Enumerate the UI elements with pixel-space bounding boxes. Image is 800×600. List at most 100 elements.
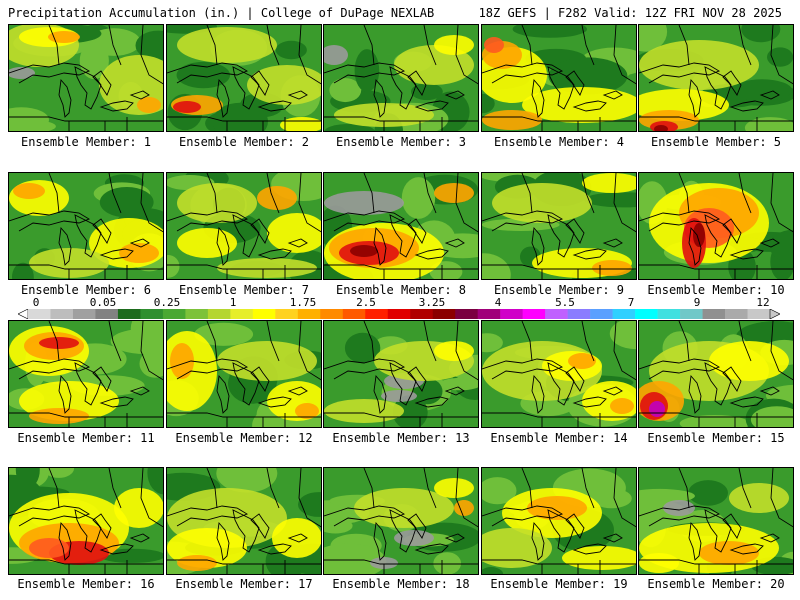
ensemble-map-panel — [323, 24, 479, 132]
geographic-boundary — [565, 218, 585, 244]
geographic-boundary — [68, 413, 128, 427]
ensemble-member-label: Ensemble Member: 10 — [647, 283, 785, 297]
precip-contour — [110, 328, 163, 355]
colorbar-swatch — [275, 309, 299, 319]
ensemble-member-label: Ensemble Member: 18 — [332, 577, 470, 591]
ensemble-map-panel — [8, 24, 164, 132]
geographic-boundary — [99, 100, 134, 112]
geographic-boundary — [531, 78, 545, 118]
geographic-boundary — [444, 386, 465, 396]
precip-contour — [43, 468, 74, 478]
geographic-boundary — [602, 386, 623, 396]
precip-contour — [411, 83, 443, 101]
geographic-boundary — [639, 412, 793, 418]
geographic-boundary — [167, 264, 321, 270]
geographic-boundary — [521, 468, 533, 509]
precip-contour — [663, 500, 695, 516]
ensemble-member-label: Ensemble Member: 8 — [335, 283, 467, 297]
precip-contour — [610, 398, 634, 414]
colorbar-swatch — [680, 309, 703, 319]
geographic-boundary — [108, 468, 163, 528]
geographic-boundary — [373, 521, 387, 561]
geographic-boundary — [58, 78, 72, 118]
geographic-boundary — [414, 248, 449, 260]
colorbar-swatch — [702, 309, 726, 319]
precip-contour — [512, 25, 587, 38]
geographic-boundary — [704, 362, 732, 406]
colorbar-swatch — [185, 309, 209, 319]
geographic-boundary — [74, 509, 102, 553]
colorbar-swatch — [230, 309, 254, 319]
geographic-boundary — [678, 173, 690, 214]
ensemble-member-label: Ensemble Member: 20 — [647, 577, 785, 591]
geographic-boundary — [531, 374, 545, 414]
geographic-boundary — [167, 210, 249, 232]
colorbar-swatch — [320, 309, 344, 319]
geographic-boundary — [324, 210, 406, 232]
precip-contour — [482, 528, 552, 568]
geographic-boundary — [407, 70, 427, 96]
geographic-boundary — [572, 100, 607, 112]
geographic-boundary — [9, 62, 91, 84]
geographic-boundary — [547, 362, 575, 406]
precip-contour — [137, 97, 161, 113]
colorbar-tick-label: 9 — [693, 296, 701, 309]
colorbar-tick-label: 0.25 — [153, 296, 181, 309]
precip-contour — [492, 183, 592, 223]
colorbar-tick-label: 0.05 — [89, 296, 117, 309]
geographic-boundary — [232, 214, 260, 258]
geographic-boundary — [108, 173, 163, 233]
geographic-boundary — [639, 559, 793, 565]
geographic-boundary — [324, 116, 478, 122]
geographic-boundary — [9, 210, 91, 232]
precip-contour — [527, 496, 587, 520]
geographic-boundary — [678, 25, 690, 66]
precip-contour — [582, 173, 636, 193]
precip-contour — [167, 255, 180, 278]
geographic-boundary — [698, 413, 758, 427]
geographic-boundary — [363, 321, 375, 362]
geographic-boundary — [482, 505, 564, 527]
geographic-boundary — [48, 321, 60, 362]
geographic-boundary — [9, 505, 91, 527]
geographic-boundary — [547, 66, 575, 110]
colorbar-swatch — [117, 309, 141, 319]
ensemble-member-label: Ensemble Member: 1 — [20, 135, 152, 149]
colorbar-tick-label: 1 — [229, 296, 237, 309]
precip-contour — [679, 415, 750, 427]
geographic-boundary — [722, 366, 742, 392]
ensemble-map-panel — [166, 467, 322, 575]
geographic-boundary — [206, 468, 218, 509]
ensemble-map-panel — [638, 320, 794, 428]
geographic-boundary — [9, 559, 163, 565]
precip-contour — [394, 530, 434, 546]
precip-contour — [439, 377, 478, 391]
geographic-boundary — [482, 62, 564, 84]
colorbar-swatch — [725, 309, 748, 319]
precip-contour — [295, 403, 319, 419]
geographic-boundary — [547, 214, 575, 258]
precip-contour — [324, 543, 387, 574]
colorbar-tick-label: 0 — [32, 296, 40, 309]
geographic-boundary — [407, 218, 427, 244]
colorbar-tick-label: 2.5 — [356, 296, 376, 309]
precip-contour — [693, 223, 705, 247]
precip-contour — [484, 37, 504, 53]
ensemble-map-panel — [638, 172, 794, 280]
precip-contour — [482, 477, 517, 505]
precip-contour — [649, 401, 665, 417]
geographic-boundary — [581, 173, 636, 233]
precip-contour — [392, 395, 428, 427]
geographic-boundary — [704, 214, 732, 258]
precip-contour — [769, 229, 793, 263]
colorbar-swatch — [342, 309, 366, 319]
ensemble-map-panel — [481, 172, 637, 280]
geographic-boundary — [698, 560, 758, 574]
geographic-boundary — [92, 218, 112, 244]
geographic-boundary — [541, 413, 601, 427]
precip-field — [324, 468, 478, 574]
precip-contour — [272, 518, 321, 558]
precip-contour — [13, 183, 45, 199]
precip-field — [482, 25, 636, 131]
ensemble-map-panel — [323, 320, 479, 428]
